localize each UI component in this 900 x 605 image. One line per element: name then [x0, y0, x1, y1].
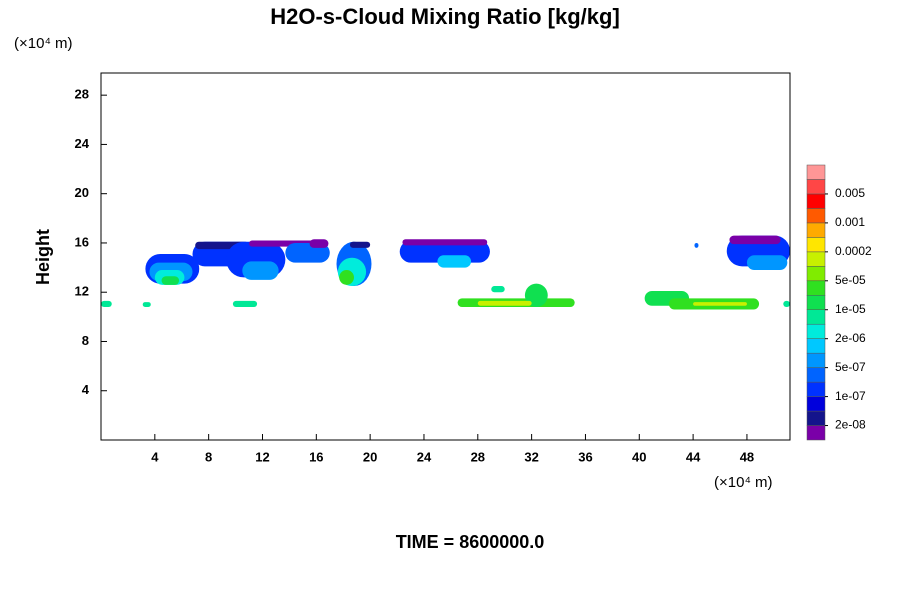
colorbar-box — [806, 425, 826, 441]
contour-region — [242, 261, 279, 280]
colorbar-box — [806, 266, 826, 282]
contour-region — [232, 300, 258, 307]
chart-title: H2O-s-Cloud Mixing Ratio [kg/kg] — [270, 4, 620, 29]
colorbar-box — [806, 237, 826, 253]
colorbar-box — [806, 208, 826, 224]
y-tick-label: 4 — [82, 382, 90, 397]
contour-region — [693, 302, 747, 306]
colorbar-box — [806, 222, 826, 238]
y-unit: (×10⁴ m) — [14, 35, 73, 52]
x-tick-label: 16 — [309, 449, 323, 464]
contour-region — [402, 239, 488, 246]
y-tick-label: 8 — [82, 333, 89, 348]
x-tick-label: 36 — [578, 449, 592, 464]
contour-region — [477, 300, 532, 306]
contour-region — [746, 255, 788, 271]
x-tick-label: 8 — [205, 449, 212, 464]
x-tick-label: 44 — [686, 449, 701, 464]
contour-field — [101, 235, 790, 310]
x-unit: (×10⁴ m) — [714, 474, 773, 491]
contour-region — [339, 270, 354, 285]
contour-region — [783, 300, 790, 307]
colorbar-box — [806, 338, 826, 354]
contour-region — [161, 276, 180, 285]
colorbar-box — [806, 280, 826, 296]
colorbar-label: 5e-07 — [835, 360, 866, 374]
colorbar-box — [806, 309, 826, 325]
contour-region — [729, 235, 781, 245]
x-tick-label: 32 — [524, 449, 538, 464]
y-tick-label: 16 — [75, 234, 89, 249]
x-tick-label: 28 — [471, 449, 485, 464]
y-tick-label: 20 — [75, 185, 89, 200]
colorbar-label: 0.0002 — [835, 244, 872, 258]
colorbar-box — [806, 164, 826, 180]
contour-region — [142, 302, 151, 307]
y-axis-label: Height — [33, 229, 53, 285]
y-tick-label: 24 — [75, 136, 90, 151]
colorbar-label: 5e-05 — [835, 273, 866, 287]
colorbar-label: 1e-07 — [835, 389, 866, 403]
contour-region — [524, 283, 548, 307]
colorbar-label: 0.005 — [835, 186, 865, 200]
colorbar-box — [806, 410, 826, 426]
colorbar-box — [806, 396, 826, 412]
colorbar-label: 0.001 — [835, 215, 865, 229]
colorbar-label: 2e-06 — [835, 331, 866, 345]
y-tick-label: 28 — [75, 87, 89, 102]
x-tick-label: 20 — [363, 449, 377, 464]
colorbar-label: 1e-05 — [835, 302, 866, 316]
colorbar-box — [806, 179, 826, 195]
x-tick-label: 12 — [255, 449, 269, 464]
colorbar-box — [806, 367, 826, 383]
time-label: TIME = 8600000.0 — [396, 532, 545, 552]
x-tick-label: 48 — [740, 449, 754, 464]
colorbar-box — [806, 251, 826, 267]
contour-region — [437, 255, 472, 268]
colorbar-box — [806, 295, 826, 310]
colorbar-box — [806, 352, 826, 368]
contour-region — [101, 300, 112, 307]
colorbar-box — [806, 323, 826, 339]
y-tick-label: 12 — [75, 284, 89, 299]
x-tick-label: 4 — [151, 449, 159, 464]
x-tick-label: 24 — [417, 449, 432, 464]
x-tick-label: 40 — [632, 449, 646, 464]
contour-region — [491, 286, 505, 293]
plot-frame — [100, 72, 791, 441]
colorbar-label: 2e-08 — [835, 418, 866, 432]
contour-region — [349, 241, 371, 248]
colorbar-box — [806, 193, 826, 209]
contour-region — [694, 242, 699, 248]
contour-region — [309, 239, 329, 248]
colorbar-box — [806, 381, 826, 397]
